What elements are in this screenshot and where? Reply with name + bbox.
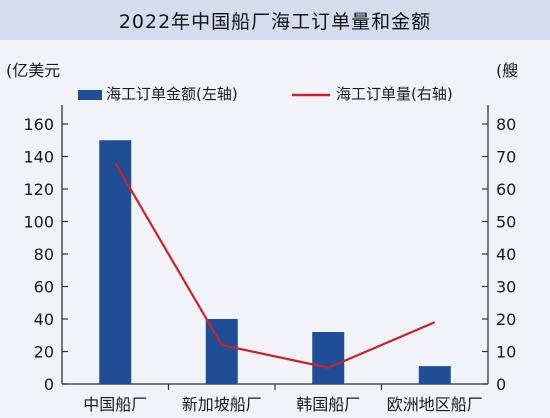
right-tick-label: 40	[496, 245, 516, 264]
left-tick-label: 40	[34, 310, 54, 329]
bar-2	[312, 332, 345, 384]
left-tick-label: 20	[34, 343, 54, 362]
line-series	[114, 162, 436, 369]
bar-0	[99, 140, 132, 384]
legend-bar-label: 海工订单金额(左轴)	[106, 85, 238, 103]
left-tick-label: 120	[23, 180, 54, 199]
left-tick-label: 80	[34, 245, 54, 264]
left-tick-label: 60	[34, 278, 54, 297]
right-tick-label: 80	[496, 115, 516, 134]
left-tick-label: 160	[23, 115, 54, 134]
right-tick-label: 50	[496, 213, 516, 232]
category-label-0: 中国船厂	[83, 395, 147, 414]
right-axis-unit: (艘	[496, 61, 518, 80]
category-label-2: 韩国船厂	[296, 395, 360, 414]
right-tick-label: 10	[496, 343, 516, 362]
right-tick-label: 60	[496, 180, 516, 199]
category-label-3: 欧洲地区船厂	[387, 395, 483, 414]
left-tick-label: 0	[44, 375, 54, 394]
bar-series	[99, 140, 451, 384]
left-tick-label: 140	[23, 148, 54, 167]
left-axis-unit: (亿美元	[6, 61, 60, 80]
right-tick-label: 0	[496, 375, 506, 394]
category-labels: 中国船厂 新加坡船厂 韩国船厂 欧洲地区船厂	[83, 395, 483, 414]
bar-3	[418, 366, 451, 384]
chart-title-bar: 2022年中国船厂海工订单量和金额	[0, 0, 550, 40]
legend-line-label: 海工订单量(右轴)	[336, 85, 453, 103]
right-tick-label: 30	[496, 278, 516, 297]
legend-bar-swatch	[78, 90, 102, 100]
axis-ticks: 0 20 40 60 80 100 120 140 160 0 10 20 30 40 50 60 70 80	[23, 115, 516, 394]
category-label-1: 新加坡船厂	[182, 395, 262, 414]
chart-title: 2022年中国船厂海工订单量和金额	[118, 10, 432, 33]
bar-1	[205, 319, 238, 384]
left-tick-label: 100	[23, 213, 54, 232]
legend: 海工订单金额(左轴) 海工订单量(右轴)	[78, 85, 453, 103]
right-tick-label: 20	[496, 310, 516, 329]
right-tick-label: 70	[496, 148, 516, 167]
order-count-line	[114, 162, 436, 369]
